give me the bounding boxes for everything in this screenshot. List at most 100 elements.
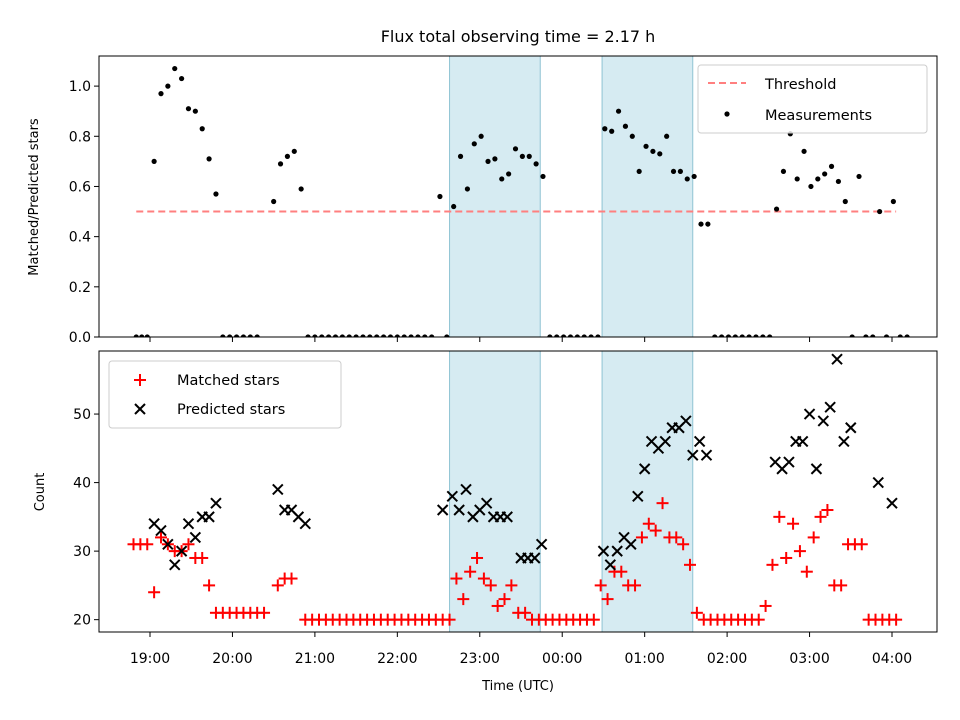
measurement-point — [670, 168, 677, 175]
predicted-star-point — [460, 483, 472, 496]
predicted-star-point — [632, 490, 644, 503]
y-tick-label: 0.4 — [69, 230, 91, 246]
measurement-point — [519, 153, 525, 159]
predicted-star-point — [604, 559, 617, 571]
predicted-star-point — [687, 449, 699, 461]
matched-star-point — [182, 538, 195, 551]
measurement-point — [437, 193, 443, 200]
predicted-star-point — [162, 538, 174, 550]
chart-title: Flux total observing time = 2.17 h — [381, 27, 656, 46]
matched-legend-swatch — [134, 374, 146, 386]
measurement-point — [835, 178, 842, 185]
matched-star-point — [855, 538, 868, 551]
predicted-star-point — [886, 497, 898, 509]
predicted-star-point — [824, 401, 836, 413]
y-tick-label: 50 — [73, 407, 91, 423]
predicted-star-point — [446, 490, 459, 503]
threshold-legend-label: Threshold — [764, 77, 836, 93]
matched-star-point — [271, 579, 284, 592]
measurement-point — [422, 334, 428, 337]
measurement-point — [732, 334, 738, 337]
predicted-star-point — [845, 422, 857, 434]
x-tick-label: 00:00 — [542, 651, 582, 667]
measurement-point — [353, 334, 359, 337]
measurement-point — [609, 128, 615, 134]
measurement-point — [199, 126, 205, 132]
measurement-point — [849, 334, 855, 337]
measurement-point — [254, 334, 260, 337]
matched-star-point — [498, 593, 511, 606]
matched-star-point — [670, 531, 683, 544]
measurement-point — [415, 334, 421, 337]
x-tick-label: 03:00 — [789, 651, 829, 667]
measurement-point — [185, 106, 192, 112]
matched-star-point — [477, 572, 490, 585]
measurement-point — [725, 334, 732, 337]
matched-star-point — [484, 579, 497, 592]
predicted-star-point — [535, 538, 548, 550]
predicted-star-point — [480, 497, 493, 509]
predicted-star-point — [210, 497, 222, 509]
measurement-point — [213, 191, 219, 197]
measurement-point — [636, 168, 642, 175]
measurement-point — [547, 334, 553, 337]
measurement-point — [842, 198, 848, 205]
measurement-point — [471, 141, 477, 147]
matched-star-point — [773, 510, 786, 523]
predicted-star-point — [203, 511, 215, 523]
predicted-star-point — [831, 353, 843, 365]
measurement-point — [444, 334, 450, 337]
measurement-point — [773, 206, 780, 212]
matched-star-point — [141, 538, 154, 551]
measurement-point — [540, 173, 546, 180]
matched-star-point — [443, 613, 456, 626]
observing-interval-2 — [601, 350, 694, 633]
matched-star-point — [457, 593, 470, 606]
top-y-axis: 0.0 0.2 0.4 0.6 0.8 1.0 — [69, 79, 99, 346]
predicted-star-point — [838, 435, 850, 448]
predicted-star-point — [625, 538, 637, 550]
measurement-point — [240, 334, 247, 337]
predicted-star-point — [453, 504, 465, 516]
measurement-point — [691, 173, 697, 180]
measurement-point — [326, 334, 332, 337]
measurement-point — [753, 334, 759, 337]
measurement-point — [332, 334, 339, 337]
x-tick-label: 23:00 — [460, 651, 500, 667]
measurement-point — [387, 334, 394, 337]
bottom-legend: Matched stars Predicted stars — [108, 360, 342, 429]
predicted-star-point — [175, 545, 188, 557]
measurement-point — [822, 171, 828, 177]
measurement-point — [801, 148, 807, 154]
measurement-point — [581, 334, 587, 337]
measurement-point — [643, 143, 649, 149]
measurement-point — [698, 221, 704, 227]
measurement-point — [677, 168, 683, 175]
measurement-point — [890, 198, 896, 205]
measurement-point — [533, 161, 539, 167]
predicted-star-point — [872, 476, 884, 489]
measurement-point — [158, 91, 164, 97]
predicted-star-point — [693, 435, 706, 448]
predicted-star-point — [182, 518, 195, 530]
matched-star-point — [196, 551, 209, 564]
y-tick-label: 0.0 — [69, 330, 91, 346]
measurements-legend-label: Measurements — [765, 108, 872, 124]
top-panel: 0.0 0.2 0.4 0.6 0.8 1.0 Threshold Measurement… — [69, 55, 938, 346]
y-tick-label: 30 — [73, 544, 91, 560]
measurement-point — [856, 173, 862, 180]
matched-star-point — [684, 558, 697, 571]
matched-star-point — [649, 524, 662, 537]
matched-star-point — [759, 599, 772, 612]
measurement-point — [664, 133, 670, 139]
predicted-star-point — [501, 511, 513, 523]
predicted-star-point — [783, 456, 795, 468]
matched-star-point — [464, 565, 477, 578]
measurement-point — [380, 334, 387, 337]
bottom-y-axis-label: Count — [33, 473, 48, 512]
matched-star-point — [890, 613, 903, 626]
measurement-point — [139, 334, 145, 337]
measurement-point — [271, 198, 277, 205]
top-legend-box — [697, 64, 928, 134]
